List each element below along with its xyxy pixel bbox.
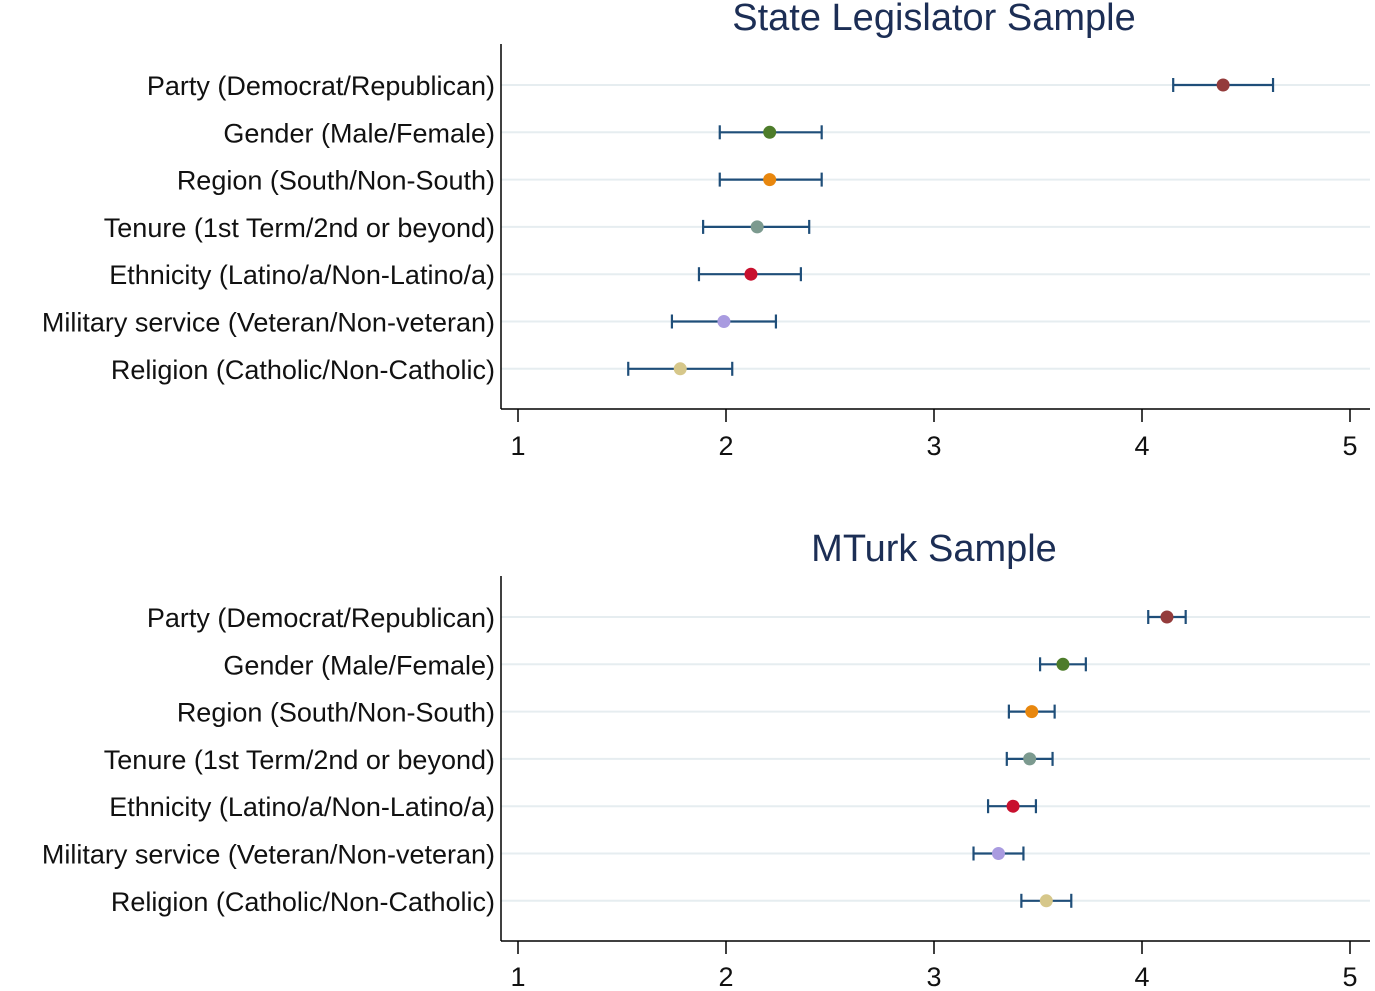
category-label: Party (Democrat/Republican) (147, 71, 495, 101)
point-marker (991, 847, 1005, 860)
x-tick-label: 2 (718, 431, 733, 461)
point-marker (750, 220, 764, 234)
x-tick-label: 3 (926, 431, 941, 461)
category-label: Military service (Veteran/Non-veteran) (42, 840, 495, 870)
point-marker (1006, 799, 1020, 813)
category-label: Ethnicity (Latino/a/Non-Latino/a) (109, 792, 495, 822)
category-label: Region (South/Non-South) (177, 698, 495, 728)
point-marker (1025, 705, 1039, 719)
category-label: Tenure (1st Term/2nd or beyond) (104, 213, 495, 243)
point-marker (673, 362, 687, 376)
x-tick-label: 4 (1134, 431, 1149, 461)
category-label: Tenure (1st Term/2nd or beyond) (104, 745, 495, 775)
x-tick-label: 3 (926, 962, 941, 991)
category-label: Party (Democrat/Republican) (147, 603, 495, 633)
panel-title: State Legislator Sample (732, 0, 1135, 39)
category-label: Military service (Veteran/Non-veteran) (42, 308, 495, 338)
category-label: Gender (Male/Female) (223, 118, 495, 148)
panel-title: MTurk Sample (811, 528, 1057, 570)
panel-2: MTurk Sample Party (Democrat/Republican) G… (42, 528, 1370, 991)
point-marker (763, 173, 777, 187)
category-label: Religion (Catholic/Non-Catholic) (111, 887, 495, 917)
point-marker (744, 267, 758, 281)
x-tick-label: 1 (510, 431, 525, 461)
category-label: Religion (Catholic/Non-Catholic) (111, 355, 495, 385)
point-marker (1160, 610, 1174, 624)
x-tick-label: 5 (1342, 962, 1357, 991)
point-marker (717, 315, 731, 328)
x-tick-label: 1 (510, 962, 525, 991)
category-label: Gender (Male/Female) (223, 650, 495, 680)
panel-1: State Legislator Sample Party (Democrat/R… (42, 0, 1370, 461)
point-marker (1056, 657, 1070, 671)
point-marker (763, 125, 777, 139)
x-tick-label: 4 (1134, 962, 1149, 991)
point-marker (1216, 78, 1230, 92)
category-label: Ethnicity (Latino/a/Non-Latino/a) (109, 260, 495, 290)
point-marker (1039, 894, 1053, 908)
category-label: Region (South/Non-South) (177, 166, 495, 196)
point-marker (1023, 752, 1037, 766)
x-tick-label: 2 (718, 962, 733, 991)
x-tick-label: 5 (1342, 431, 1357, 461)
